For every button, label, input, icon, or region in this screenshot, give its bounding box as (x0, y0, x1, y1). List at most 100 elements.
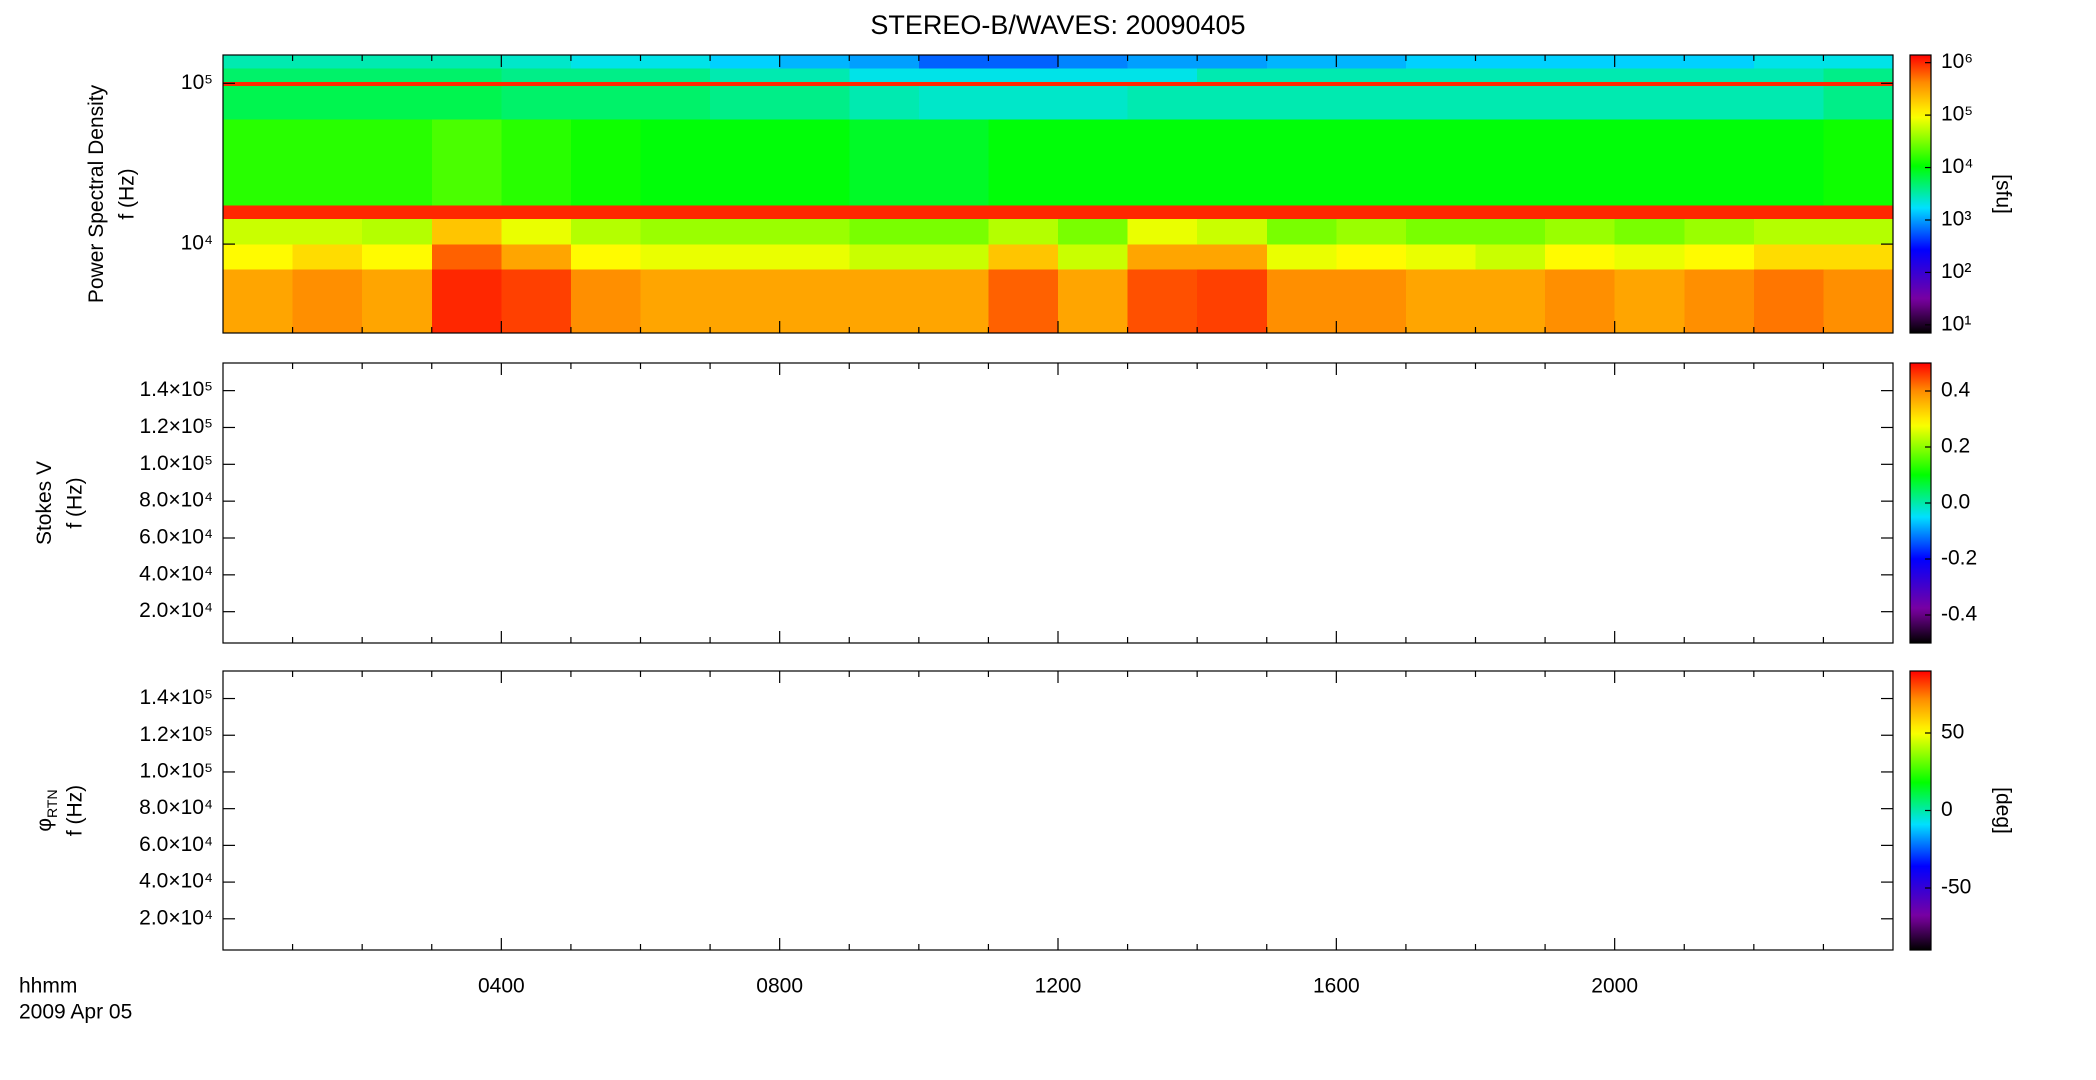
heatmap-cell (1753, 244, 1825, 270)
heatmap-cell (1336, 67, 1407, 82)
heatmap-cell (1475, 118, 1546, 206)
heatmap-cell (1545, 118, 1616, 206)
heatmap-cell (1058, 55, 1129, 69)
y-tick-label: 1.0×10⁵ (139, 452, 213, 475)
heatmap-cell (570, 118, 642, 206)
colorbar-tick-label: 50 (1941, 721, 1964, 744)
heatmap-cell (223, 67, 294, 82)
heatmap-cell (1266, 118, 1337, 206)
heatmap-cell (362, 55, 433, 69)
heatmap-cell (292, 205, 363, 219)
heatmap-cell (1405, 269, 1477, 334)
heatmap-cell (779, 85, 850, 120)
heatmap-cell (710, 244, 781, 270)
heatmap-cell (1823, 118, 1894, 206)
heatmap-cell (849, 244, 920, 270)
y-tick-label: 8.0×10⁴ (139, 796, 213, 819)
heatmap-cell (1684, 244, 1755, 270)
heatmap-cell (1545, 218, 1616, 245)
heatmap-cell (1753, 67, 1825, 82)
heatmap-cell (1475, 218, 1546, 245)
colorbar-tick-label: 0 (1941, 798, 1953, 821)
heatmap-cell (1266, 85, 1337, 120)
heatmap-cell (431, 269, 502, 334)
heatmap-cell (223, 269, 294, 334)
heatmap-cell (1823, 244, 1894, 270)
heatmap-cell (710, 118, 781, 206)
y-axis-title: φRTN (33, 789, 60, 831)
heatmap-cell (1684, 85, 1755, 120)
heatmap-cell (640, 85, 711, 120)
heatmap-cell (988, 67, 1059, 82)
heatmap-cell (1753, 218, 1825, 245)
heatmap-cell (918, 55, 990, 69)
heatmap-cell (1058, 218, 1129, 245)
heatmap-cell (362, 205, 433, 219)
heatmap-cell (362, 244, 433, 270)
heatmap-cell (779, 55, 850, 69)
heatmap-cell (1823, 269, 1894, 334)
heatmap-cell (570, 218, 642, 245)
heatmap-cell (223, 118, 294, 206)
heatmap-cell (988, 218, 1059, 245)
heatmap-cell (1405, 55, 1477, 69)
heatmap-cell (1545, 244, 1616, 270)
heatmap-cell (1684, 81, 1755, 87)
heatmap-cell (1058, 269, 1129, 334)
y-tick-label: 1.4×10⁵ (139, 686, 213, 709)
heatmap-cell (1753, 85, 1825, 120)
heatmap-cell (849, 67, 920, 82)
heatmap-cell (710, 67, 781, 82)
heatmap-cell (1475, 269, 1546, 334)
heatmap-cell (1266, 218, 1337, 245)
colorbar-tick-label: 10³ (1941, 208, 1971, 231)
heatmap-cell (1614, 81, 1685, 87)
heatmap-cell (1475, 55, 1546, 69)
heatmap-cell (223, 218, 294, 245)
x-axis-label: hhmm (19, 975, 77, 998)
heatmap-cell (570, 85, 642, 120)
heatmap-cell (570, 269, 642, 334)
heatmap-cell (988, 118, 1059, 206)
heatmap-cell (849, 55, 920, 69)
heatmap-cell (1336, 118, 1407, 206)
heatmap-cell (501, 269, 572, 334)
heatmap-cell (431, 55, 502, 69)
heatmap-cell (362, 81, 433, 87)
x-tick-label: 1600 (1313, 975, 1360, 998)
heatmap-cell (1197, 67, 1268, 82)
heatmap-cell (223, 244, 294, 270)
heatmap-cell (1127, 85, 1198, 120)
heatmap-cell (1753, 205, 1825, 219)
heatmap-cell (1545, 55, 1616, 69)
heatmap-cell (1545, 85, 1616, 120)
heatmap-cell (1336, 244, 1407, 270)
heatmap-cell (1545, 205, 1616, 219)
y-tick-label: 6.0×10⁴ (139, 833, 213, 856)
y-tick-label: 1.2×10⁵ (139, 415, 213, 438)
colorbar (1909, 54, 1932, 334)
heatmap-cell (1823, 81, 1894, 87)
heatmap-cell (1058, 118, 1129, 206)
heatmap-cell (1475, 81, 1546, 87)
y-tick-label: 1.2×10⁵ (139, 723, 213, 746)
heatmap-cell (1197, 205, 1268, 219)
heatmap-cell (223, 205, 294, 219)
heatmap-cell (1197, 118, 1268, 206)
heatmap-cell (1058, 85, 1129, 120)
heatmap-cell (1197, 218, 1268, 245)
heatmap-cell (223, 55, 294, 69)
heatmap-cell (640, 218, 711, 245)
heatmap-cell (1197, 55, 1268, 69)
date-label: 2009 Apr 05 (19, 1001, 132, 1024)
colorbar-tick-label: 10⁶ (1941, 50, 1973, 73)
heatmap-cell (1266, 269, 1337, 334)
heatmap-cell (1614, 55, 1685, 69)
heatmap-cell (1614, 205, 1685, 219)
heatmap-cell (1058, 67, 1129, 82)
heatmap-cell (292, 118, 363, 206)
heatmap-cell (710, 269, 781, 334)
heatmap-cell (640, 269, 711, 334)
heatmap-cell (640, 244, 711, 270)
